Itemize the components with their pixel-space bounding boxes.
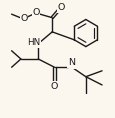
Text: O: O xyxy=(50,82,58,91)
Text: O: O xyxy=(57,3,64,12)
Text: H: H xyxy=(69,60,75,69)
Text: N: N xyxy=(67,58,74,67)
Text: O: O xyxy=(20,14,27,23)
Text: O: O xyxy=(32,8,39,17)
Text: HN: HN xyxy=(27,38,40,47)
